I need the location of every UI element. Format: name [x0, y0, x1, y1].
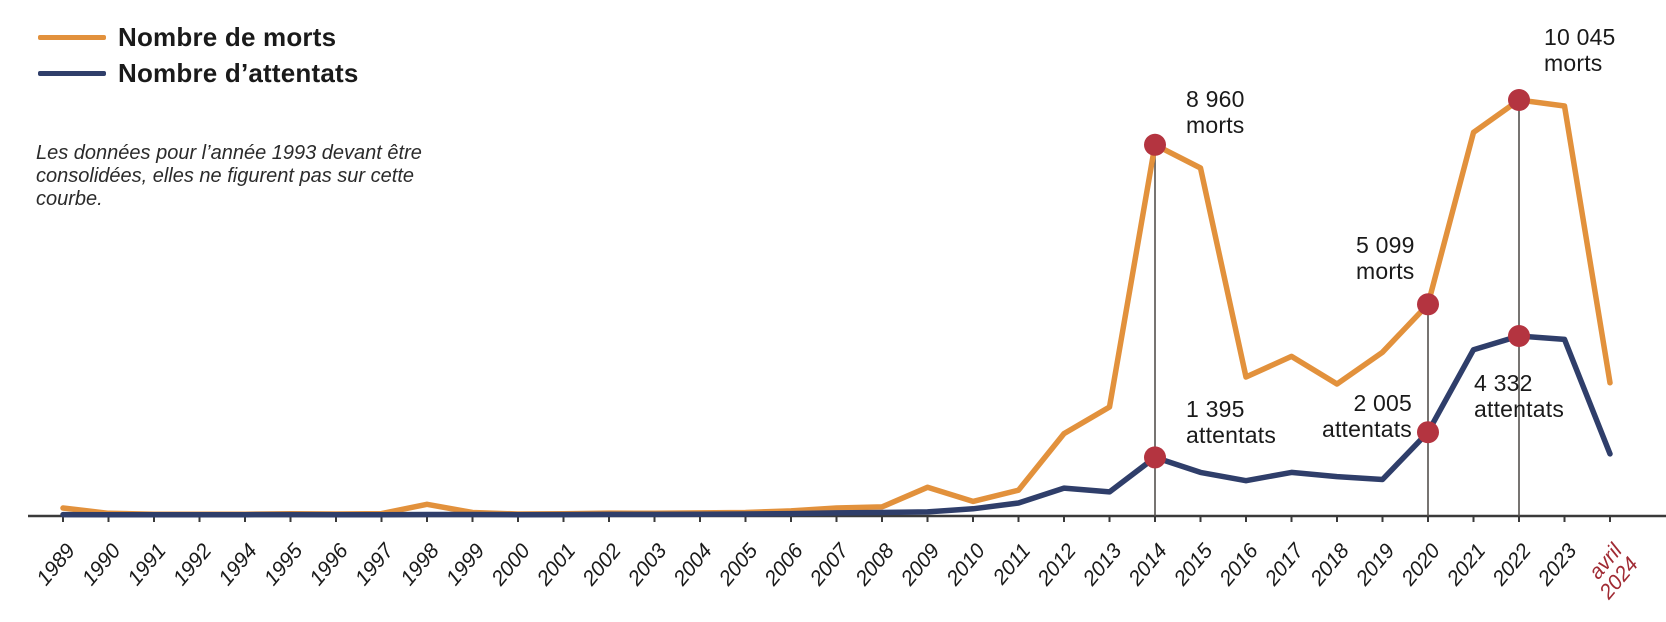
annotation-label: attentats: [1321, 416, 1412, 442]
highlight-dots: [1144, 89, 1530, 469]
x-axis-label: 2017: [1260, 538, 1309, 590]
legend: Nombre de morts Nombre d’attentats: [38, 22, 359, 89]
x-axis-label: 1991: [123, 539, 171, 590]
x-axis-label: 2006: [760, 539, 808, 591]
footnote-line: consolidées, elles ne figurent pas sur c…: [36, 165, 414, 187]
highlight-dot-2020: [1417, 421, 1439, 444]
x-axis-label: 1989: [32, 539, 80, 590]
annotation-label: morts: [1186, 112, 1245, 138]
x-axis-label: 2018: [1306, 539, 1354, 591]
x-axis-label: 1999: [442, 539, 490, 590]
legend-label-attentats: Nombre d’attentats: [118, 58, 359, 89]
x-axis-label: 2002: [578, 539, 626, 591]
attentats-line: [60, 333, 1613, 518]
annotation-value: 8 960: [1186, 86, 1245, 112]
x-axis-label: 2019: [1351, 539, 1399, 591]
x-axis-label: 2004: [669, 539, 717, 590]
x-axis-label: 1996: [305, 539, 353, 590]
x-axis-label: 2008: [851, 539, 899, 591]
x-axis-label: 2010: [942, 539, 990, 591]
x-axis-label: 2015: [1169, 539, 1217, 591]
x-axis-label: 1990: [78, 539, 126, 590]
footnote-1993: Les données pour l’année 1993 devant êtr…: [36, 142, 422, 211]
legend-item-attentats: Nombre d’attentats: [38, 58, 359, 89]
annotation-attentats-2020: 2 005 attentats: [1322, 390, 1412, 442]
x-axis-label: 2014: [1124, 539, 1172, 590]
x-axis-label: 1994: [214, 539, 262, 590]
x-axis-label: 1998: [396, 539, 444, 590]
morts-line-swatch: [38, 35, 106, 41]
highlight-dot-2014: [1144, 446, 1166, 469]
annotation-morts-2014: 8 960 morts: [1186, 86, 1245, 138]
x-axis-labels: 1989199019911992199419951996199719981999…: [32, 538, 1644, 604]
footnote-line: Les données pour l’année 1993 devant êtr…: [36, 142, 422, 164]
annotation-value: 4 332: [1474, 370, 1533, 396]
x-axis-label: 2003: [623, 539, 671, 591]
x-axis-label: 2013: [1078, 539, 1126, 591]
annotation-value: 2 005: [1353, 390, 1412, 416]
annotation-value: 5 099: [1356, 232, 1415, 258]
highlight-dot-2022: [1508, 89, 1530, 111]
annotation-attentats-2022: 4 332 attentats: [1474, 370, 1564, 422]
annotation-value: 1 395: [1186, 396, 1245, 422]
footnote-line: courbe.: [36, 188, 103, 210]
x-axis-label: 2016: [1215, 539, 1263, 591]
legend-label-morts: Nombre de morts: [118, 22, 337, 52]
annotation-morts-2022: 10 045 morts: [1544, 24, 1616, 76]
annotation-label: attentats: [1474, 396, 1565, 422]
x-axis-label: 1992: [169, 539, 217, 590]
x-axis-label: 2000: [487, 539, 535, 591]
x-axis-label: 2022: [1488, 539, 1536, 591]
annotation-label: attentats: [1186, 422, 1277, 448]
x-axis-label: 2009: [896, 539, 944, 591]
x-axis-label: 2012: [1033, 539, 1081, 591]
annotation-value: 10 045: [1544, 24, 1616, 50]
x-axis-label: 1997: [351, 538, 399, 590]
annotation-label: morts: [1356, 258, 1415, 284]
x-axis-label: 2020: [1397, 539, 1445, 591]
attentats-line-swatch: [38, 71, 106, 77]
highlight-dot-2014: [1144, 133, 1166, 156]
highlight-dot-2020: [1417, 293, 1439, 316]
annotation-label: morts: [1544, 50, 1603, 76]
x-axis-label: 2007: [805, 538, 854, 590]
annotation-morts-2020: 5 099 morts: [1356, 232, 1415, 284]
x-axis-label: 2021: [1442, 539, 1490, 590]
annotation-attentats-2014: 1 395 attentats: [1186, 396, 1276, 448]
x-axis-label: 2001: [532, 539, 580, 590]
x-axis-label: 2023: [1533, 539, 1581, 591]
x-axis-label: 2011: [988, 539, 1035, 589]
x-axis-label: 1995: [260, 539, 308, 590]
x-axis-label-highlight: avril2024: [1579, 538, 1644, 604]
legend-item-morts: Nombre de morts: [38, 22, 359, 52]
highlight-dot-2022: [1508, 325, 1530, 347]
x-axis-label: 2005: [714, 539, 762, 591]
